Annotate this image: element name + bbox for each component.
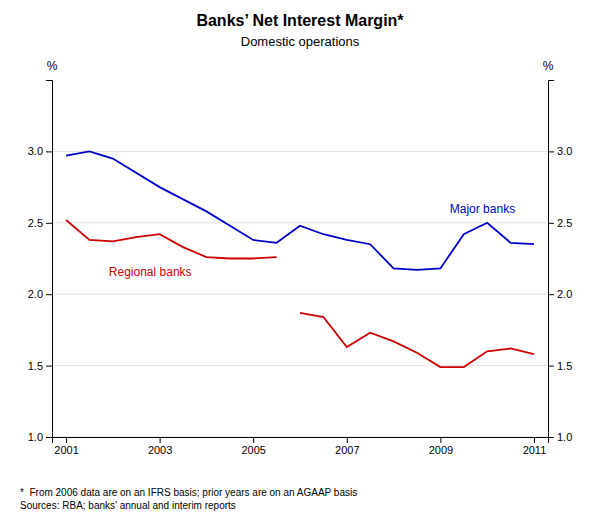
tick-label: 1.0 [28, 431, 43, 443]
tick: 1.0 [28, 431, 52, 443]
y2-axis: 1.0 1.5 2.0 2.5 3.0 [548, 81, 572, 444]
tick-mark [548, 366, 554, 367]
series-line [300, 313, 534, 367]
tick-label: 1.5 [557, 360, 572, 372]
tick: 2.5 [548, 217, 572, 229]
tick-mark [66, 437, 67, 443]
tick: 2005 [241, 437, 265, 456]
tick-mark [46, 437, 52, 438]
tick-mark [46, 294, 52, 295]
tick: 2011 [523, 437, 547, 456]
tick: 2.5 [28, 217, 52, 229]
series-line [66, 151, 534, 270]
tick-mark [347, 437, 348, 443]
tick: 3.0 [28, 145, 52, 157]
series-label: Major banks [450, 202, 515, 216]
tick: 2009 [429, 437, 453, 456]
tick-label: 2009 [429, 444, 453, 456]
tick: 2003 [148, 437, 172, 456]
y-axis-title: % [47, 59, 58, 73]
subtitle: Domestic operations [241, 34, 360, 49]
grid [52, 151, 548, 437]
tick-label: 2.5 [28, 217, 43, 229]
grid-line [52, 294, 548, 295]
tick-label: 2011 [523, 444, 547, 456]
tick-mark [46, 151, 52, 152]
tick-mark [160, 437, 161, 443]
tick-label: 3.0 [557, 145, 572, 157]
tick-mark [46, 366, 52, 367]
tick-mark [548, 223, 554, 224]
tick-label: 2001 [54, 444, 78, 456]
series-label: Regional banks [109, 265, 192, 279]
tick-label: 2.0 [557, 288, 572, 300]
tick: 2001 [54, 437, 78, 456]
x-axis: 2001 2003 2005 2007 2009 2011 [53, 437, 549, 456]
tick-label: 2.0 [28, 288, 43, 300]
y-axis: 1.0 1.5 2.0 2.5 3.0 [28, 81, 53, 444]
tick-label: 1.0 [557, 431, 572, 443]
footnote-line: * From 2006 data are on an IFRS basis; p… [20, 487, 357, 498]
tick: 2.0 [28, 288, 52, 300]
axis-line [53, 438, 549, 444]
axis-line [46, 81, 53, 438]
y2-axis-title: % [543, 59, 554, 73]
footnote-line: Sources: RBA; banks’ annual and interim … [20, 500, 236, 511]
tick-mark [46, 223, 52, 224]
grid-line [52, 365, 548, 366]
tick-label: 1.5 [28, 360, 43, 372]
tick-label: 3.0 [28, 145, 43, 157]
title: Banks’ Net Interest Margin* [196, 12, 404, 29]
tick: 1.5 [548, 360, 572, 372]
tick-mark [548, 294, 554, 295]
grid-line [52, 151, 548, 152]
axis-line [549, 81, 555, 438]
tick: 3.0 [548, 145, 572, 157]
series-line [66, 220, 277, 259]
tick-mark [548, 151, 554, 152]
tick-label: 2005 [241, 444, 265, 456]
chart: Banks’ Net Interest Margin* Domestic oper… [0, 0, 600, 521]
tick-label: 2007 [335, 444, 359, 456]
tick-mark [534, 437, 535, 443]
tick-label: 2.5 [557, 217, 572, 229]
tick-label: 2003 [148, 444, 172, 456]
tick-mark [548, 437, 554, 438]
tick: 1.5 [28, 360, 52, 372]
plot: 2001200320052007200920111.01.52.02.53.01… [28, 59, 573, 456]
tick-mark [440, 437, 441, 443]
lines [66, 151, 534, 367]
tick: 1.0 [548, 431, 572, 443]
tick-mark [253, 437, 254, 443]
tick: 2007 [335, 437, 359, 456]
tick: 2.0 [548, 288, 572, 300]
grid-line [52, 222, 548, 223]
footnote: * From 2006 data are on an IFRS basis; p… [20, 487, 357, 511]
